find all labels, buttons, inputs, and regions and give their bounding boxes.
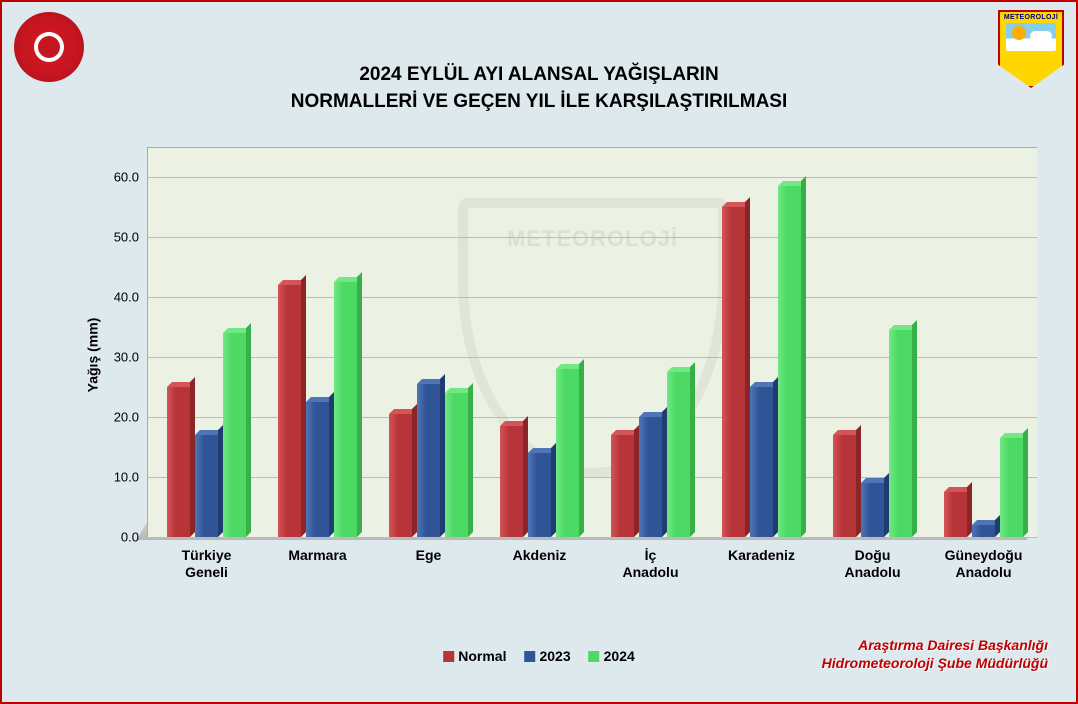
bar: [334, 282, 357, 537]
bar-3d-side: [468, 383, 473, 537]
legend-swatch: [524, 651, 535, 662]
x-tick-label: DoğuAnadolu: [823, 547, 922, 581]
bar-group: [500, 369, 579, 537]
bar-3d-side: [246, 323, 251, 537]
y-tick-label: 60.0: [97, 170, 139, 185]
bar: [389, 414, 412, 537]
bar: [167, 387, 190, 537]
bar-group: [389, 384, 468, 537]
bar: [306, 402, 329, 537]
bar: [223, 333, 246, 537]
org-logo-left-inner: [34, 32, 64, 62]
bar: [778, 186, 801, 537]
legend-item: 2024: [589, 648, 635, 664]
gridline: [147, 537, 1037, 538]
legend-label: 2023: [539, 648, 570, 664]
meteoroloji-logo-icon: [1006, 23, 1056, 51]
bar-group: [611, 372, 690, 537]
bar-3d-side: [801, 176, 806, 537]
chart-area: METEOROLOJİ Yağış (mm) 0.010.020.030.040…: [97, 147, 1057, 562]
bar-group: [278, 282, 357, 537]
bar-3d-side: [690, 362, 695, 537]
bar-group: [833, 330, 912, 537]
bar-group: [167, 333, 246, 537]
bar: [278, 285, 301, 537]
x-tick-label: Ege: [379, 547, 478, 564]
bar: [833, 435, 856, 537]
x-tick-label: Marmara: [268, 547, 367, 564]
bar: [556, 369, 579, 537]
y-tick-label: 40.0: [97, 290, 139, 305]
x-tick-label: TürkiyeGeneli: [157, 547, 256, 581]
bar: [1000, 438, 1023, 537]
bar: [750, 387, 773, 537]
bar-3d-side: [357, 272, 362, 537]
legend-item: 2023: [524, 648, 570, 664]
footer-line1: Araştırma Dairesi Başkanlığı: [822, 636, 1048, 654]
bar: [445, 393, 468, 537]
bar: [500, 426, 523, 537]
bar: [889, 330, 912, 537]
bar: [722, 207, 745, 537]
legend-item: Normal: [443, 648, 506, 664]
bar: [667, 372, 690, 537]
y-tick-label: 10.0: [97, 470, 139, 485]
footer-line2: Hidrometeoroloji Şube Müdürlüğü: [822, 654, 1048, 672]
legend-label: Normal: [458, 648, 506, 664]
bar-group: [944, 438, 1023, 537]
page-container: METEOROLOJİ 2024 EYLÜL AYI ALANSAL YAĞIŞ…: [0, 0, 1078, 704]
x-tick-label: İçAnadolu: [601, 547, 700, 581]
bar-3d-side: [1023, 428, 1028, 537]
y-tick-label: 0.0: [97, 530, 139, 545]
bar: [639, 417, 662, 537]
chart-legend: Normal 2023 2024: [443, 648, 635, 664]
x-tick-label: Akdeniz: [490, 547, 589, 564]
x-tick-label: Karadeniz: [712, 547, 811, 564]
bar-3d-side: [579, 359, 584, 537]
bars-container: [147, 147, 1037, 537]
y-tick-label: 20.0: [97, 410, 139, 425]
chart-title-line1: 2024 EYLÜL AYI ALANSAL YAĞIŞLARIN: [2, 62, 1076, 89]
footer-credit: Araştırma Dairesi Başkanlığı Hidrometeor…: [822, 636, 1048, 672]
bar: [417, 384, 440, 537]
bar: [944, 492, 967, 537]
legend-swatch: [443, 651, 454, 662]
y-tick-label: 30.0: [97, 350, 139, 365]
bar: [195, 435, 218, 537]
bar: [528, 453, 551, 537]
chart-title: 2024 EYLÜL AYI ALANSAL YAĞIŞLARIN NORMAL…: [2, 62, 1076, 115]
bar: [611, 435, 634, 537]
legend-swatch: [589, 651, 600, 662]
bar-3d-side: [912, 320, 917, 537]
bar-group: [722, 186, 801, 537]
x-tick-label: GüneydoğuAnadolu: [934, 547, 1033, 581]
bar: [861, 483, 884, 537]
legend-label: 2024: [604, 648, 635, 664]
y-tick-label: 50.0: [97, 230, 139, 245]
meteoroloji-logo-text: METEOROLOJİ: [1004, 14, 1058, 21]
chart-title-line2: NORMALLERİ VE GEÇEN YIL İLE KARŞILAŞTIRI…: [2, 89, 1076, 116]
bar: [972, 525, 995, 537]
